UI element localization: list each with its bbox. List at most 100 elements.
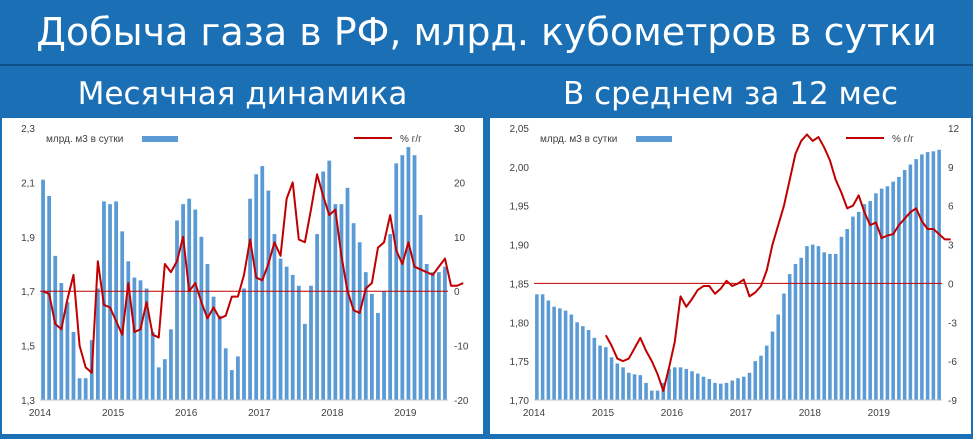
bar [321,171,326,400]
bar [535,294,539,400]
bar [315,234,319,400]
y-left-tick-label: 1,70 [510,396,530,407]
x-tick-label: 2015 [592,408,615,419]
bar [351,223,356,400]
bar [254,174,259,400]
bar [730,380,735,400]
bar [546,300,551,400]
bar [248,198,252,400]
bar [707,379,712,400]
bar [586,330,591,400]
bar [690,371,694,400]
bar [592,337,597,400]
bar [418,215,423,400]
bar [236,356,240,400]
x-tick-label: 2015 [102,408,125,419]
y-right-tick-label: 10 [454,233,466,244]
bar [828,253,832,400]
x-tick-label: 2016 [175,408,198,419]
bar [891,181,895,400]
main-title: Добыча газа в РФ, млрд. кубометров в сут… [36,10,937,54]
y-right-tick-label: 20 [454,178,466,189]
bar [126,261,131,400]
series-line-yoy [604,133,951,392]
bar [138,280,143,400]
bar [609,357,614,400]
bar [108,204,112,400]
bar [632,374,637,400]
y-left-tick-label: 1,85 [510,279,530,290]
x-tick-label: 2016 [661,408,684,419]
bar [150,332,155,400]
bar [388,234,393,400]
bar [627,372,631,400]
y-left-tick-label: 1,5 [21,342,35,353]
bar [701,376,706,400]
bar [540,294,545,400]
bar [156,367,161,400]
bar [376,312,380,400]
bar [718,383,723,400]
bar [724,382,729,400]
bar [242,288,246,400]
bar [266,190,271,400]
legend-bar-label: млрд. м3 в сутки [46,134,123,145]
y-right-tick-label: 0 [948,279,954,290]
bar [303,323,307,400]
y-right-tick-label: -10 [454,342,469,353]
bar [436,272,441,400]
bar [816,246,821,400]
bar [839,236,844,400]
bar [753,361,758,400]
bar [678,367,683,400]
y-right-tick-label: 3 [948,241,954,252]
series-line-yoy [42,173,464,374]
y-right-tick-label: 9 [948,163,954,174]
bar [862,204,867,400]
legend-bar-swatch [142,136,178,142]
bar [736,378,740,400]
bar [914,159,918,400]
y-right-tick-label: 0 [454,287,460,298]
y-left-tick-label: 1,80 [510,318,530,329]
bar [443,266,447,400]
bar [563,310,568,400]
bar [333,204,338,400]
bar [713,382,717,400]
bar [764,345,769,400]
bar [83,378,88,400]
bar [581,326,585,400]
bar [575,322,579,400]
x-tick-label: 2017 [730,408,753,419]
bar [120,231,125,400]
y-right-tick-label: 30 [454,124,466,135]
bar [845,229,849,400]
bar [424,264,429,400]
y-right-tick-label: -9 [948,396,957,407]
x-tick-label: 2018 [321,408,344,419]
y-left-tick-label: 2,05 [510,124,530,135]
y-left-tick-label: 1,90 [510,241,530,252]
bar [284,266,289,400]
bar [181,204,185,400]
x-tick-label: 2014 [29,408,52,419]
bar [868,201,872,400]
bar [667,368,671,400]
y-right-tick-label: -3 [948,318,957,329]
bar [71,332,76,400]
bar [187,198,192,400]
bar [822,252,826,400]
bar [53,255,58,400]
bar [897,176,901,400]
legend-bar-swatch [636,136,672,142]
bar [638,375,643,400]
y-left-tick-label: 2,1 [21,178,35,189]
bar [260,166,265,400]
bar [217,315,222,400]
average-chart-panel: 2,05 2,00 1,95 1,90 1,85 1,80 1,75 1,70 12 9 6 3 0 -3… [490,118,971,434]
bar [793,264,798,400]
bar [770,331,775,400]
bar [430,272,435,400]
bar [908,164,913,400]
